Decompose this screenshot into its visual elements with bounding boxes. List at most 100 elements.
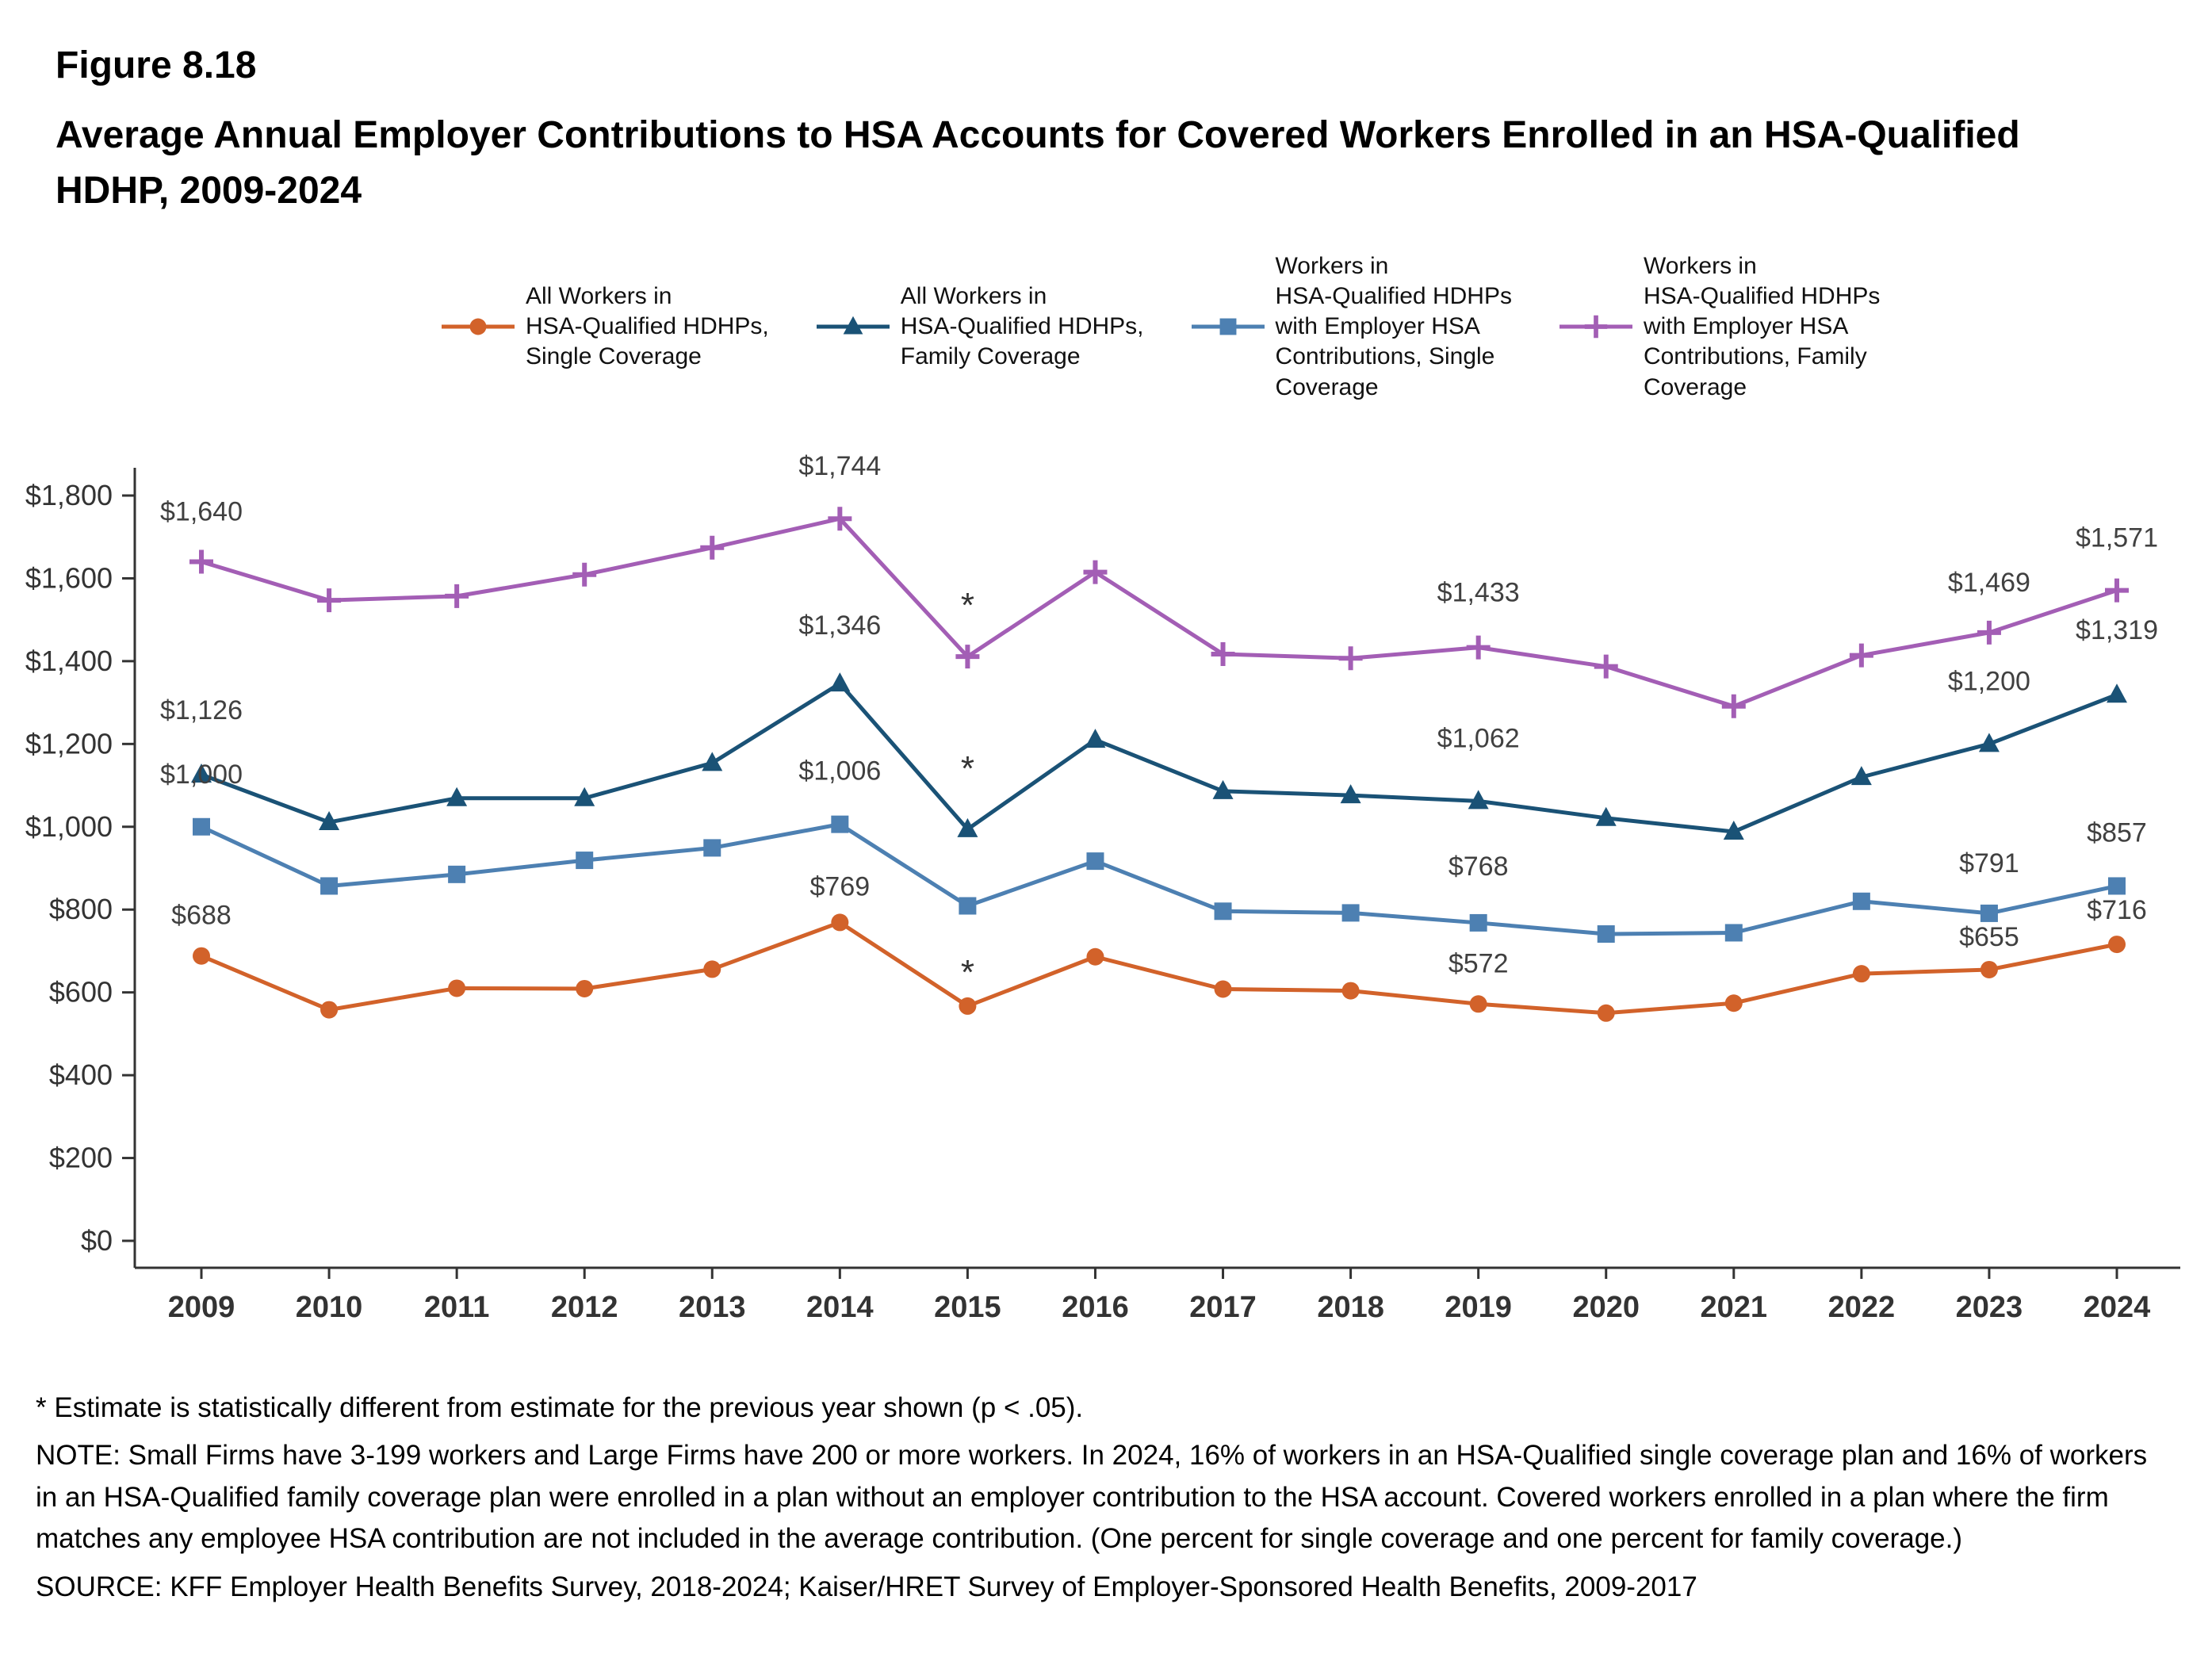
- data-point-marker-circle: [469, 318, 487, 335]
- data-point-marker-square: [831, 815, 849, 833]
- data-point-label: $769: [810, 871, 871, 901]
- x-axis-year-label: 2024: [2084, 1291, 2151, 1324]
- data-point-marker-triangle: [319, 810, 340, 830]
- x-axis-year-label: 2015: [934, 1291, 1001, 1324]
- data-point-marker-circle: [703, 960, 721, 978]
- data-point-marker-triangle: [1085, 728, 1106, 748]
- chart-legend: All Workers in HSA-Qualified HDHPs, Sing…: [440, 251, 2180, 402]
- y-tick-label: $1,400: [25, 645, 113, 677]
- data-point-marker-plus: [1083, 560, 1108, 584]
- data-point-marker-triangle: [829, 672, 851, 691]
- x-axis-year-label: 2011: [424, 1291, 489, 1324]
- x-axis-year-label: 2017: [1189, 1291, 1257, 1324]
- significance-asterisk: *: [961, 586, 974, 625]
- data-point-marker-plus: [189, 549, 213, 574]
- data-point-marker-plus: [1584, 316, 1608, 339]
- figure-number: Figure 8.18: [55, 44, 257, 86]
- data-point-marker-square: [1469, 913, 1487, 932]
- data-point-label: $791: [1959, 848, 2019, 878]
- chart: $0 $200 $400 $600 $800 $1,000 $1,200 $1,400 $1,6…: [25, 451, 2180, 1324]
- x-axis-year-label: 2013: [679, 1291, 746, 1324]
- legend-item-label: All Workers in HSA-Qualified HDHPs, Sing…: [526, 283, 769, 370]
- legend-item-label: Workers in HSA-Qualified HDHPs with Empl…: [1275, 253, 1512, 400]
- x-axis-year-label: 2016: [1062, 1291, 1129, 1324]
- series-line-3: [201, 516, 2118, 708]
- data-point-label: $1,000: [160, 759, 243, 789]
- legend-item: All Workers in HSA-Qualified HDHPs, Sing…: [440, 281, 769, 372]
- data-point-label: $1,469: [1948, 568, 2030, 598]
- series-line-2: [200, 821, 2118, 936]
- x-axis-year-label: 2021: [1701, 1291, 1768, 1324]
- legend-marker-square-icon: [1191, 318, 1265, 335]
- data-point-marker-circle: [1980, 960, 1998, 978]
- data-point-marker-triangle: [1850, 765, 1872, 785]
- data-point-marker-circle: [1597, 1004, 1615, 1022]
- legend-item-label: Workers in HSA-Qualified HDHPs with Empl…: [1643, 253, 1881, 400]
- footnotes: * Estimate is statistically different fr…: [36, 1388, 2176, 1609]
- data-point-marker-circle: [1086, 947, 1104, 966]
- data-point-marker-triangle: [1978, 732, 2000, 752]
- data-point-label: $1,126: [160, 695, 243, 725]
- data-point-marker-triangle: [574, 787, 595, 806]
- chart-area: $0 $200 $400 $600 $800 $1,000 $1,200 $1,400 $1,6…: [0, 434, 2212, 1354]
- legend-item: Workers in HSA-Qualified HDHPs with Empl…: [1558, 251, 1880, 402]
- data-point-marker-square: [2108, 877, 2126, 895]
- x-axis-year-label: 2012: [551, 1291, 618, 1324]
- data-point-marker-triangle: [446, 787, 468, 806]
- data-point-marker-square: [1852, 892, 1870, 910]
- x-axis-year-label: 2014: [806, 1291, 874, 1324]
- data-point-marker-circle: [1214, 980, 1232, 998]
- data-point-marker-circle: [1469, 994, 1487, 1012]
- data-point-marker-triangle: [1212, 779, 1234, 799]
- data-point-label: $716: [2087, 895, 2147, 925]
- figure-header: Figure 8.18 Average Annual Employer Cont…: [0, 0, 2212, 218]
- data-point-label: $1,062: [1437, 723, 1520, 753]
- y-tick-label: $800: [49, 893, 113, 925]
- x-axis-year-label: 2022: [1828, 1291, 1896, 1324]
- x-axis-year-label: 2023: [1956, 1291, 2023, 1324]
- data-point-marker-circle: [959, 997, 977, 1015]
- data-point-marker-triangle: [843, 316, 863, 335]
- data-point-label: $1,346: [798, 610, 881, 641]
- series-line-1: [201, 681, 2118, 834]
- footnote-asterisk: * Estimate is statistically different fr…: [36, 1391, 1084, 1423]
- data-point-marker-square: [1341, 904, 1360, 922]
- data-point-marker-square: [1980, 904, 1998, 922]
- data-point-marker-square: [1086, 852, 1104, 870]
- data-point-marker-plus: [1211, 641, 1235, 666]
- data-point-marker-plus: [1466, 635, 1491, 660]
- data-point-marker-plus: [445, 584, 469, 608]
- data-point-marker-plus: [317, 588, 342, 612]
- y-tick-label: $200: [49, 1141, 113, 1173]
- data-point-marker-plus: [700, 535, 725, 560]
- data-point-marker-square: [703, 839, 721, 857]
- legend-marker-plus-icon: [1559, 316, 1632, 339]
- data-point-marker-square: [193, 817, 210, 836]
- data-point-label: $1,200: [1948, 666, 2030, 696]
- data-point-marker-circle: [2108, 935, 2126, 953]
- data-point-label: $572: [1449, 948, 1509, 978]
- data-point-marker-triangle: [702, 752, 723, 771]
- legend-marker-circle-icon: [442, 318, 515, 335]
- y-tick-label: $400: [49, 1058, 113, 1091]
- x-axis-year-label: 2019: [1445, 1291, 1512, 1324]
- data-point-label: $1,744: [798, 451, 881, 481]
- data-point-marker-plus: [828, 506, 852, 530]
- data-point-marker-square: [448, 865, 466, 883]
- data-point-marker-circle: [576, 979, 594, 997]
- footnote-source: SOURCE: KFF Employer Health Benefits Sur…: [36, 1571, 1697, 1602]
- data-point-marker-plus: [1594, 654, 1618, 679]
- data-point-label: $1,006: [798, 756, 881, 786]
- data-point-marker-plus: [1721, 694, 1746, 718]
- data-point-marker-square: [1724, 924, 1743, 942]
- data-point-marker-square: [1597, 924, 1615, 943]
- data-point-marker-square: [959, 897, 977, 915]
- data-point-marker-plus: [1338, 645, 1363, 670]
- y-tick-label: $1,800: [25, 479, 113, 511]
- data-point-marker-square: [1219, 318, 1236, 335]
- data-point-marker-plus: [2105, 578, 2129, 603]
- data-point-marker-plus: [1849, 643, 1873, 668]
- y-tick-label: $1,200: [25, 727, 113, 760]
- data-point-label: $688: [171, 900, 232, 930]
- data-point-label: $857: [2087, 817, 2147, 848]
